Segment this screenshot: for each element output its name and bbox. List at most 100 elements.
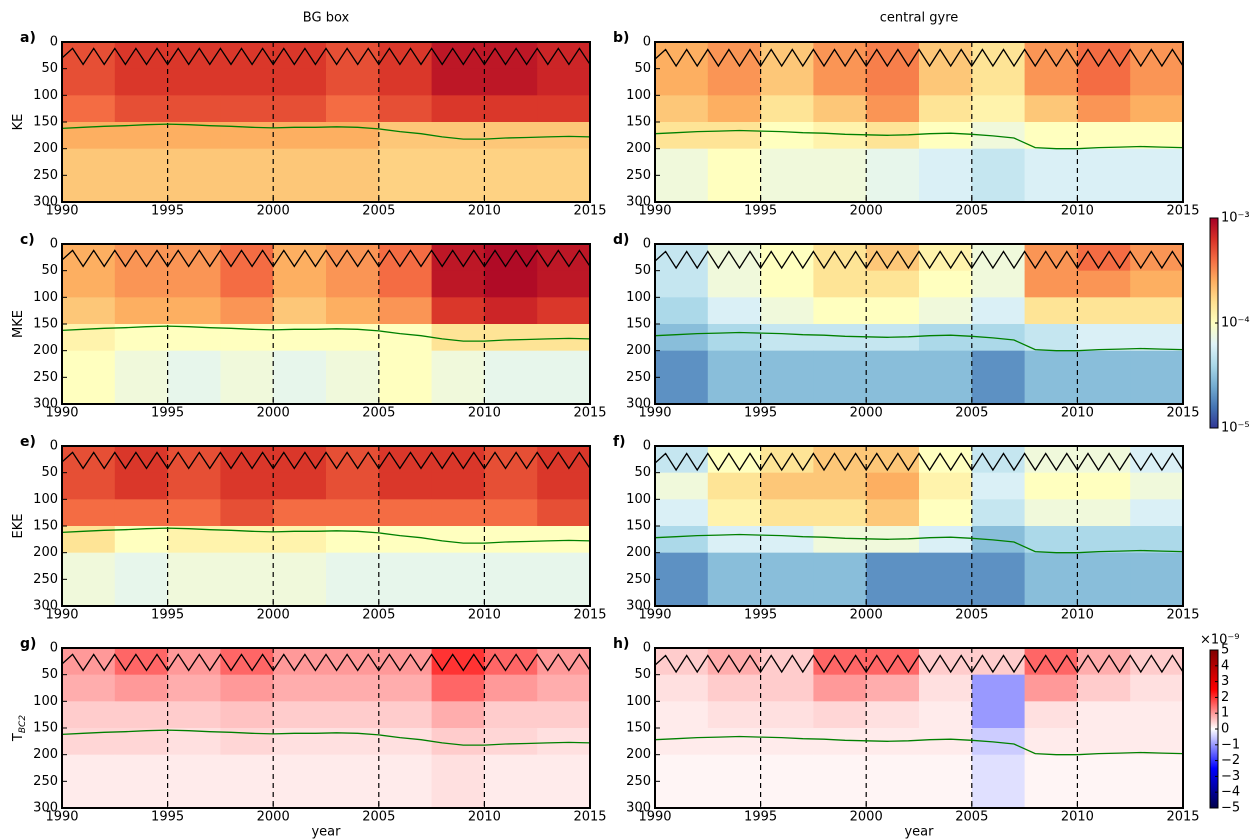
heat-cell: [813, 674, 867, 702]
x-tick-label: 2000: [257, 810, 290, 825]
heat-cell: [1024, 95, 1078, 123]
depth-line: [61, 325, 591, 342]
heat-cell: [167, 122, 221, 150]
x-tick-label: 2000: [850, 810, 883, 825]
heat-cell: [537, 122, 591, 150]
heat-cell: [1130, 297, 1184, 325]
heat-cell: [326, 95, 380, 123]
heat-cell: [707, 324, 762, 352]
heat-cell: [1130, 674, 1184, 702]
heat-cell: [1077, 244, 1131, 272]
heat-cell: [1077, 122, 1131, 150]
colorbar-tick-label: 2: [1221, 690, 1229, 705]
heat-cell: [62, 350, 116, 405]
x-tick-label: 1995: [151, 406, 184, 421]
heat-cell: [273, 472, 327, 500]
heat-cell: [971, 148, 1026, 203]
y-tick-label: 300: [626, 599, 651, 614]
heat-cell: [760, 648, 814, 676]
panel: 1990 1995 2000 2005 2010 2015 0 50 100 150 200 250 3…: [11, 11, 607, 219]
heat-cell: [1130, 270, 1184, 298]
heat-cell: [707, 42, 762, 70]
heat-cell: [1130, 526, 1184, 554]
heat-cell: [813, 728, 867, 756]
heat-cell: [919, 350, 973, 405]
heat-cell: [62, 552, 116, 607]
heat-cell: [707, 674, 762, 702]
heat-cell: [484, 297, 538, 325]
depth-line: [61, 451, 591, 470]
y-tick-label: 200: [626, 545, 651, 560]
panel-letter: b): [613, 30, 629, 46]
heat-cell: [484, 270, 538, 298]
y-tick-label: 100: [33, 290, 58, 305]
y-tick-label: 200: [626, 343, 651, 358]
x-tick-label: 2010: [1061, 204, 1094, 219]
heat-cell: [114, 499, 169, 527]
heat-cell: [167, 95, 221, 123]
heat-cell: [813, 42, 867, 70]
heat-cell: [813, 324, 867, 352]
heat-cell: [760, 754, 814, 809]
heat-cell: [484, 95, 538, 123]
colorbar-tick-label: 0: [1221, 722, 1229, 737]
colorbar-tick-label: 10⁻⁴: [1221, 316, 1250, 331]
y-tick-label: 100: [33, 492, 58, 507]
panel: 1990 1995 2000 2005 2010 2015 0 50 100 150 200 250 3…: [11, 232, 607, 421]
y-tick-label: 0: [50, 237, 58, 252]
heat-cell: [431, 324, 485, 352]
heat-cell: [431, 297, 485, 325]
y-tick-label: 150: [626, 721, 651, 736]
heat-cell: [431, 728, 485, 756]
heat-cell: [760, 297, 814, 325]
heat-cell: [431, 122, 485, 150]
heat-cell: [537, 350, 591, 405]
heat-cell: [1077, 499, 1131, 527]
heat-cell: [1024, 499, 1078, 527]
x-tick-label: 2000: [850, 608, 883, 623]
heat-cell: [1077, 446, 1131, 474]
heat-cell: [1024, 350, 1078, 405]
y-axis-label: TBC2: [11, 715, 28, 742]
x-tick-label: 2000: [257, 406, 290, 421]
heat-cell: [971, 68, 1026, 96]
heat-cell: [919, 446, 973, 474]
heat-cell: [1024, 728, 1078, 756]
heat-cell: [919, 648, 973, 676]
heat-cell: [431, 526, 485, 554]
heat-cell: [273, 350, 327, 405]
heat-cell: [326, 526, 380, 554]
x-tick-label: 1990: [638, 204, 671, 219]
heat-cell: [919, 122, 973, 150]
heat-cell: [431, 270, 485, 298]
heat-cell: [537, 42, 591, 70]
heat-cell: [62, 674, 116, 702]
heat-cell: [114, 122, 169, 150]
heat-cell: [971, 244, 1026, 272]
heat-cell: [1130, 446, 1184, 474]
heat-cell: [1077, 148, 1131, 203]
heat-cell: [813, 552, 867, 607]
heat-cell: [326, 148, 380, 203]
heat-cell: [537, 95, 591, 123]
heat-cell: [655, 42, 709, 70]
y-tick-label: 250: [626, 370, 651, 385]
heat-cell: [167, 270, 221, 298]
heat-cell: [760, 122, 814, 150]
heat-cell: [114, 754, 169, 809]
x-tick-label: 1995: [744, 810, 777, 825]
heat-cell: [273, 95, 327, 123]
heat-cell: [760, 552, 814, 607]
heat-cell: [537, 674, 591, 702]
heat-cell: [1024, 674, 1078, 702]
heat-cell: [813, 648, 867, 676]
colorbar-tick-label: 4: [1221, 658, 1229, 673]
heat-cell: [378, 350, 433, 405]
heat-cell: [1077, 526, 1131, 554]
heat-cell: [167, 350, 221, 405]
heat-cell: [273, 526, 327, 554]
heat-cell: [484, 122, 538, 150]
heat-cell: [760, 148, 814, 203]
heat-cell: [484, 499, 538, 527]
heat-cell: [813, 499, 867, 527]
